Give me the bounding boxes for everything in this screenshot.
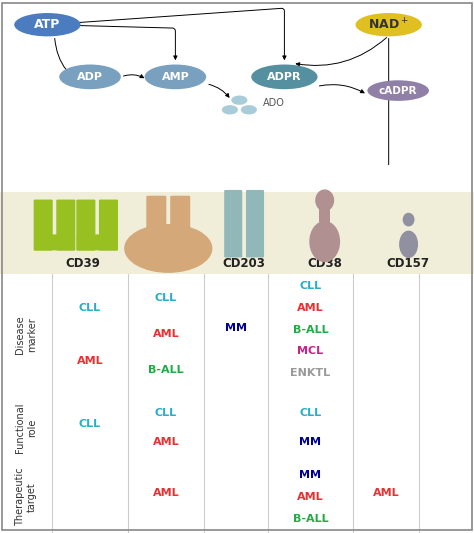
Text: CD157: CD157 [386,257,429,270]
FancyBboxPatch shape [99,199,118,251]
Text: ENKTL: ENKTL [291,368,330,378]
Text: MM: MM [225,324,247,334]
Text: AML: AML [373,488,400,498]
Circle shape [222,105,238,115]
Text: cADPR: cADPR [379,86,418,95]
Text: CLL: CLL [155,294,177,303]
Text: MCL: MCL [297,346,324,356]
Text: CD73: CD73 [151,257,186,270]
Text: AML: AML [153,488,179,498]
Text: AMP: AMP [162,72,189,82]
Text: AML: AML [77,356,103,366]
Ellipse shape [14,13,81,36]
Text: ADPR: ADPR [267,72,301,82]
FancyBboxPatch shape [224,190,242,257]
Text: CD38: CD38 [307,257,342,270]
Text: AML: AML [297,492,324,502]
Ellipse shape [367,80,429,101]
Ellipse shape [356,13,422,36]
Text: CLL: CLL [79,419,101,430]
Ellipse shape [251,64,318,89]
Text: ADO: ADO [263,98,285,108]
FancyBboxPatch shape [56,199,75,251]
Text: CD203: CD203 [223,257,265,270]
Text: AML: AML [297,303,324,313]
Text: CLL: CLL [300,281,321,292]
Ellipse shape [402,213,414,227]
Bar [0,192,474,274]
Text: ATP: ATP [34,18,61,31]
Text: MM: MM [300,471,321,480]
Circle shape [231,95,247,105]
Text: CLL: CLL [300,408,321,418]
Text: Functional
role: Functional role [15,402,37,453]
Text: MM: MM [300,438,321,447]
Text: NAD$^+$: NAD$^+$ [368,17,409,33]
Text: Disease
marker: Disease marker [15,315,37,354]
Text: Therapeutic
target: Therapeutic target [15,468,37,526]
FancyBboxPatch shape [170,196,190,252]
Text: CD39: CD39 [65,257,100,270]
FancyBboxPatch shape [146,196,166,252]
Text: B-ALL: B-ALL [292,514,328,523]
Bar [319,206,330,222]
Text: CLL: CLL [155,408,177,418]
FancyBboxPatch shape [76,199,95,251]
Ellipse shape [145,64,206,89]
FancyBboxPatch shape [246,190,264,257]
Ellipse shape [59,64,121,89]
Text: CLL: CLL [79,303,101,313]
Text: AML: AML [153,329,179,340]
Circle shape [241,105,257,115]
Ellipse shape [399,231,418,258]
Ellipse shape [309,221,340,262]
Ellipse shape [315,189,334,212]
FancyBboxPatch shape [34,199,53,251]
FancyBboxPatch shape [77,235,118,251]
FancyBboxPatch shape [34,235,75,251]
Text: B-ALL: B-ALL [148,366,184,375]
Text: AML: AML [153,438,179,447]
Ellipse shape [124,224,212,273]
Text: ADP: ADP [77,72,103,82]
Text: B-ALL: B-ALL [292,325,328,335]
